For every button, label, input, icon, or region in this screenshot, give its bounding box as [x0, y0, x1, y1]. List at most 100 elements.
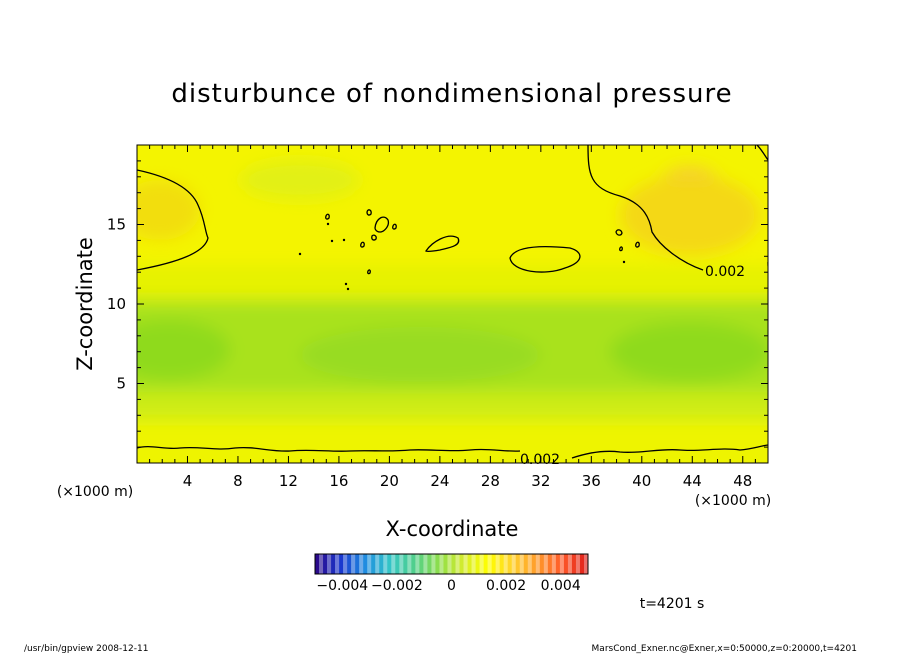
contour-speck-5 [360, 241, 365, 248]
x-tick-label: 24 [430, 472, 449, 490]
colorbar-cell [475, 554, 480, 574]
colorbar-cell [519, 554, 525, 574]
y-axis-unit: (×1000 m) [57, 484, 133, 500]
y-axis-ticks [137, 160, 768, 448]
colorbar-cell [447, 554, 452, 574]
y-tick-label: 5 [116, 375, 126, 393]
colorbar-cell [335, 554, 340, 574]
colorbar-cell [367, 554, 372, 574]
contour-upper-left [137, 169, 209, 271]
colorbar-cell [515, 554, 521, 574]
contour-label-lower: 0.002 [520, 452, 560, 468]
x-tick-label: 44 [683, 472, 702, 490]
colorbar-cell [483, 554, 488, 574]
y-tick-label: 15 [107, 216, 126, 234]
colorbar-label: 0 [447, 578, 456, 594]
colorbar-cell [323, 554, 328, 574]
colorbar-cell [339, 554, 344, 574]
colorbar-cell [531, 554, 537, 574]
colorbar-cell [411, 554, 416, 574]
contour-dot [342, 238, 346, 242]
colorbar-cell [347, 554, 352, 574]
contour-bottom-right [571, 444, 768, 459]
upper-green-patch [240, 160, 360, 200]
colorbar-cell [583, 554, 589, 574]
colorbar-cell [527, 554, 533, 574]
colorbar-cell [387, 554, 392, 574]
field-shading [137, 160, 768, 463]
colorbar-cell [327, 554, 332, 574]
colorbar-cell [547, 554, 553, 574]
colorbar-cell [331, 554, 336, 574]
colorbar: −0.004 −0.002 0 0.002 0.004 [314, 553, 589, 594]
colorbar-cell [407, 554, 412, 574]
colorbar-cell [375, 554, 380, 574]
colorbar-cell [463, 554, 468, 574]
band-lower-mid [137, 392, 768, 422]
colorbar-cell [431, 554, 436, 574]
colorbar-cell [459, 554, 464, 574]
x-tick-label: 16 [329, 472, 348, 490]
contour-dot [344, 282, 348, 286]
colorbar-frame [314, 553, 589, 575]
colorbar-cell [451, 554, 456, 574]
footer-right: MarsCond_Exner.nc@Exner,x=0:50000,z=0:20… [592, 644, 857, 654]
contour-dot [346, 287, 350, 291]
colorbar-cell [571, 554, 577, 574]
contour-speck-4 [325, 213, 330, 220]
y-axis-tick-labels: 5 10 15 [107, 216, 126, 393]
y-axis-title: Z-coordinate [73, 237, 97, 371]
contour-speck-1 [374, 216, 390, 233]
colorbar-label: −0.002 [371, 578, 423, 594]
contour-speck-6 [392, 223, 397, 230]
contour-speck-8 [635, 241, 640, 248]
colorbar-cell [503, 554, 509, 574]
colorbar-cell [351, 554, 356, 574]
band-bottom [137, 420, 768, 463]
colorbar-cells [315, 554, 589, 574]
colorbar-cell [399, 554, 404, 574]
colorbar-cell [487, 554, 492, 574]
contour-corner-right [756, 145, 768, 161]
x-tick-label: 20 [380, 472, 399, 490]
x-axis-title: X-coordinate [386, 517, 519, 541]
green-core-right [610, 322, 768, 382]
colorbar-cell [499, 554, 504, 574]
colorbar-cell [539, 554, 545, 574]
colorbar-cell [491, 554, 496, 574]
x-tick-label: 28 [481, 472, 500, 490]
y-tick-label: 10 [107, 295, 126, 313]
contour-dot [326, 222, 330, 226]
contour-dot [298, 252, 302, 256]
colorbar-cell [579, 554, 585, 574]
colorbar-cell [555, 554, 561, 574]
colorbar-cell [391, 554, 396, 574]
contours [137, 145, 768, 459]
footer-left: /usr/bin/gpview 2008-12-11 [24, 644, 148, 654]
colorbar-cell [415, 554, 420, 574]
contour-dot [622, 260, 626, 264]
contour-dots [298, 222, 626, 291]
colorbar-cell [379, 554, 384, 574]
colorbar-cell [523, 554, 529, 574]
colorbar-cell [319, 554, 324, 574]
contour-label-upper: 0.002 [705, 264, 745, 280]
upper-left-warm [137, 180, 200, 240]
colorbar-cell [511, 554, 517, 574]
colorbar-cell [359, 554, 364, 574]
x-tick-label: 40 [632, 472, 651, 490]
x-tick-label: 4 [183, 472, 193, 490]
contour-upper-right [587, 145, 704, 271]
colorbar-cell [403, 554, 408, 574]
colorbar-cell [567, 554, 573, 574]
colorbar-cell [559, 554, 565, 574]
contour-closed-mid [509, 245, 581, 273]
contour-speck-3 [371, 234, 377, 241]
green-core-center [300, 327, 540, 383]
colorbar-cell [427, 554, 432, 574]
colorbar-cell [471, 554, 476, 574]
x-tick-label: 32 [531, 472, 550, 490]
colorbar-cell [479, 554, 484, 574]
green-core-left [137, 320, 230, 380]
upper-right-warm [620, 175, 760, 255]
